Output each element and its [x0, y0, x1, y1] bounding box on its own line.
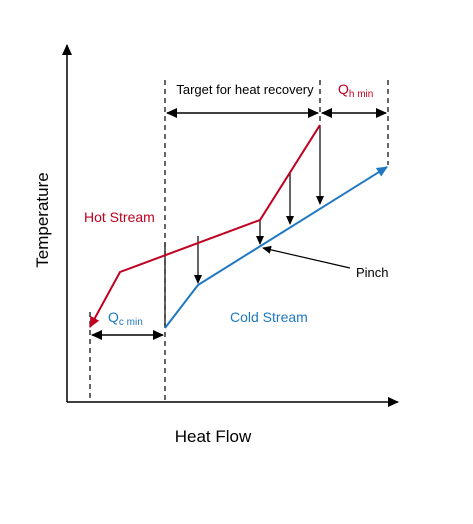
qh-main: Q [338, 81, 349, 97]
range-arrows [91, 108, 387, 340]
hot-stream-label: Hot Stream [84, 209, 155, 225]
qc-label: Qc min [108, 309, 143, 328]
qc-main: Q [108, 309, 119, 325]
qc-sub: c min [119, 317, 143, 328]
transfer-arrows [164, 125, 351, 328]
hot-stream-curve [89, 124, 321, 328]
target-label: Target for heat recovery [176, 82, 314, 97]
dashed-guides [89, 80, 389, 400]
cold-stream-label: Cold Stream [230, 309, 308, 325]
cold-stream-curve [164, 166, 388, 329]
y-axis-label: Temperature [33, 172, 52, 267]
qh-sub: h min [349, 89, 373, 100]
pinch-label: Pinch [356, 265, 389, 280]
qh-label: Qh min [338, 81, 373, 100]
x-axis-label: Heat Flow [175, 427, 252, 446]
axes [62, 44, 399, 407]
pinch-arrow [262, 245, 351, 269]
